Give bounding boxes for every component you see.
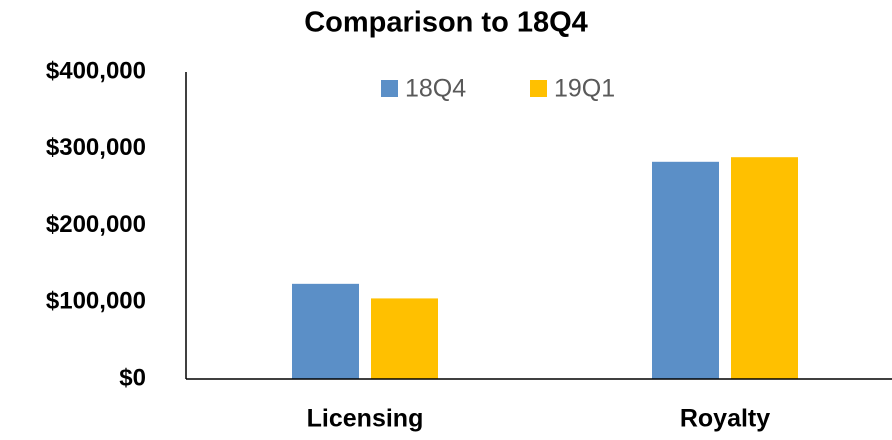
y-tick-label: $100,000 — [46, 288, 146, 315]
chart-title: Comparison to 18Q4 — [304, 7, 588, 39]
legend-label: 19Q1 — [554, 75, 615, 103]
y-tick-label: $400,000 — [46, 57, 146, 84]
x-tick-label: Royalty — [680, 405, 770, 433]
bar — [731, 157, 798, 379]
legend-swatch — [381, 80, 398, 97]
x-tick-label: Licensing — [307, 405, 424, 433]
bar — [292, 283, 359, 379]
bar — [371, 298, 438, 379]
bar — [652, 161, 719, 379]
legend-swatch — [530, 80, 547, 97]
y-tick-label: $200,000 — [46, 211, 146, 238]
legend-label: 18Q4 — [405, 75, 466, 103]
y-tick-label: $300,000 — [46, 134, 146, 161]
y-tick-label: $0 — [119, 364, 146, 391]
